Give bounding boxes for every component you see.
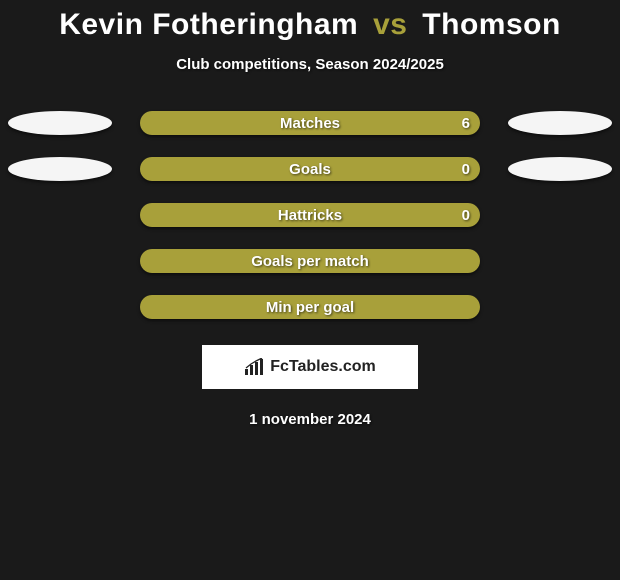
bar-chart-icon	[244, 358, 266, 376]
stat-row: Goals 0	[0, 157, 620, 181]
stat-label: Goals per match	[251, 253, 369, 270]
player2-ellipse	[508, 111, 612, 135]
player1-ellipse	[8, 111, 112, 135]
logo-text: FcTables.com	[270, 358, 376, 376]
stat-bar: Goals per match	[140, 249, 480, 273]
stat-label: Hattricks	[278, 207, 342, 224]
page-title: Kevin Fotheringham vs Thomson	[59, 8, 561, 42]
stat-row: Matches 6	[0, 111, 620, 135]
stat-row: Min per goal	[0, 295, 620, 319]
stat-label: Matches	[280, 115, 340, 132]
stat-label: Goals	[289, 161, 331, 178]
player1-name: Kevin Fotheringham	[59, 8, 358, 41]
stat-bar: Hattricks 0	[140, 203, 480, 227]
stat-row: Hattricks 0	[0, 203, 620, 227]
date-label: 1 november 2024	[249, 411, 371, 428]
vs-separator: vs	[373, 8, 407, 41]
stat-bar: Min per goal	[140, 295, 480, 319]
stat-bar: Matches 6	[140, 111, 480, 135]
logo-box: FcTables.com	[202, 345, 418, 389]
stat-value: 0	[462, 207, 470, 224]
stat-row: Goals per match	[0, 249, 620, 273]
stat-rows: Matches 6 Goals 0 Hattricks 0 Goals per …	[0, 111, 620, 319]
player1-ellipse	[8, 157, 112, 181]
stat-value: 0	[462, 161, 470, 178]
stat-bar: Goals 0	[140, 157, 480, 181]
subtitle: Club competitions, Season 2024/2025	[176, 56, 444, 73]
player2-ellipse	[508, 157, 612, 181]
stat-value: 6	[462, 115, 470, 132]
stat-label: Min per goal	[266, 299, 354, 316]
player2-name: Thomson	[422, 8, 561, 41]
comparison-infographic: Kevin Fotheringham vs Thomson Club compe…	[0, 0, 620, 580]
